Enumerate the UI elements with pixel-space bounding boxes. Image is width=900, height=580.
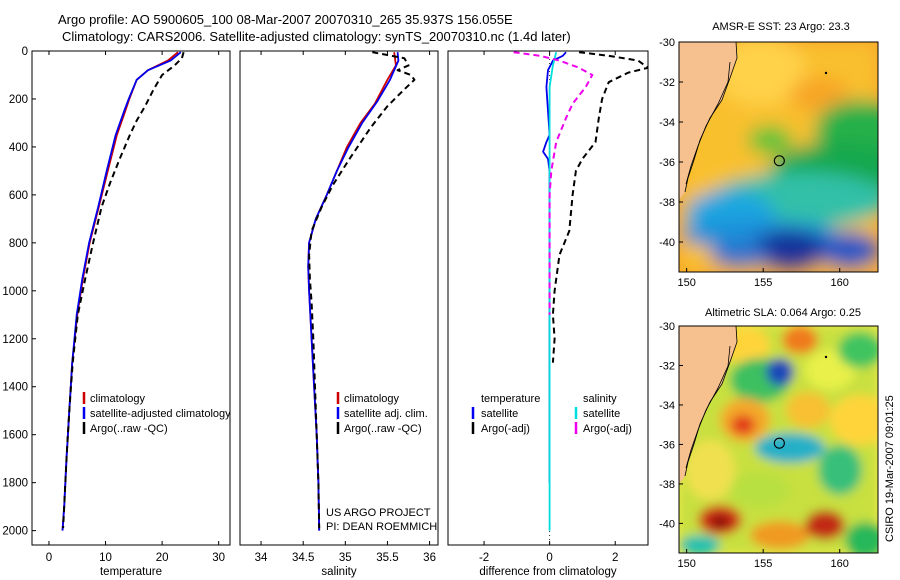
float-position-marker bbox=[773, 437, 785, 449]
difference-series bbox=[513, 51, 648, 531]
figure-title-line1: Argo profile: AO 5900605_100 08-Mar-2007… bbox=[58, 12, 513, 27]
temperature-xlabel: temperature bbox=[100, 566, 162, 578]
y-tick-label: 200 bbox=[9, 94, 28, 106]
project-credit: US ARGO PROJECT bbox=[326, 507, 431, 519]
x-tick-label: 35.5 bbox=[376, 552, 398, 564]
legend-label-argo: Argo(..raw -QC) bbox=[90, 423, 168, 435]
x-tick-label: 0 bbox=[46, 552, 52, 564]
x-tick-label: 30 bbox=[212, 552, 225, 564]
x-tick-label: 0 bbox=[546, 552, 552, 564]
legend-title-temperature: temperature bbox=[481, 393, 540, 405]
x-tick-label: 2 bbox=[612, 552, 618, 564]
y-tick-label: 1800 bbox=[2, 478, 28, 490]
temperature-panel: 0 200 400 600 800 1000 1200 1400 1600 1800 2000 0 1… bbox=[2, 46, 231, 578]
salinity-xlabel: salinity bbox=[321, 566, 356, 578]
y-tick-label: 1000 bbox=[2, 286, 28, 298]
x-tick-label: 34 bbox=[255, 552, 268, 564]
lon-tick-label: 155 bbox=[754, 277, 772, 289]
temperature-series bbox=[61, 51, 185, 531]
difference-axes-frame bbox=[447, 50, 649, 546]
salinity-panel: 34 34.5 35 35.5 36 salinity climatology sate… bbox=[239, 50, 439, 578]
sst-map-panel: AMSR-E SST: 23 Argo: 23.3 bbox=[659, 21, 879, 289]
sst-map-frame bbox=[678, 41, 879, 273]
legend-label-temp-satellite: satellite bbox=[481, 408, 518, 420]
lat-tick-label: -30 bbox=[659, 321, 675, 333]
lat-tick-label: -30 bbox=[659, 37, 675, 49]
lat-tick-label: -34 bbox=[659, 400, 675, 412]
legend-label-sal-satellite: satellite bbox=[583, 408, 620, 420]
x-tick-label: 35 bbox=[339, 552, 352, 564]
sla-map-axes: 150 155 160 -30 -32 -34 -36 -38 -40 bbox=[659, 321, 849, 570]
series-line-argo bbox=[62, 51, 185, 529]
y-tick-label: 1200 bbox=[2, 334, 28, 346]
lat-tick-label: -40 bbox=[659, 518, 675, 530]
series-line-climatology bbox=[307, 52, 397, 531]
series-line-temperature-satellite bbox=[542, 51, 567, 483]
x-tick-label: 10 bbox=[99, 552, 112, 564]
temperature-legend: climatology satellite-adjusted climatolo… bbox=[82, 392, 231, 435]
y-tick-label: 600 bbox=[9, 190, 28, 202]
y-tick-label: 0 bbox=[22, 46, 28, 58]
lon-tick-label: 150 bbox=[677, 558, 695, 570]
lon-tick-label: 160 bbox=[831, 277, 849, 289]
depth-axis: 0 200 400 600 800 1000 1200 1400 1600 1800 2000 bbox=[2, 46, 36, 538]
salinity-axes-frame bbox=[239, 50, 439, 546]
legend-label-temp-argo: Argo(-adj) bbox=[481, 423, 530, 435]
series-line-temperature-argo bbox=[551, 51, 648, 363]
pi-credit: PI: DEAN ROEMMICH bbox=[326, 521, 437, 533]
series-line-satellite bbox=[307, 52, 400, 531]
sla-map-frame bbox=[678, 325, 879, 554]
legend-label-sal-argo: Argo(-adj) bbox=[583, 423, 632, 435]
lat-tick-label: -34 bbox=[659, 117, 675, 129]
lat-tick-label: -32 bbox=[659, 360, 675, 372]
temperature-axes-frame bbox=[31, 50, 231, 546]
salinity-series bbox=[307, 51, 416, 531]
y-tick-label: 400 bbox=[9, 142, 28, 154]
sst-map-field bbox=[679, 42, 878, 272]
x-tick-label: 36 bbox=[423, 552, 436, 564]
sla-map-panel: Altimetric SLA: 0.064 Argo: 0.25 bbox=[659, 307, 879, 570]
lon-tick-label: 160 bbox=[831, 558, 849, 570]
lat-tick-label: -32 bbox=[659, 77, 675, 89]
legend-title-salinity: salinity bbox=[583, 393, 617, 405]
legend-label-satellite: satellite adj. clim. bbox=[344, 408, 428, 420]
legend-label-climatology: climatology bbox=[344, 393, 400, 405]
x-tick-label: 34.5 bbox=[292, 552, 314, 564]
legend-label-climatology: climatology bbox=[90, 393, 146, 405]
lat-tick-label: -36 bbox=[659, 157, 675, 169]
legend-label-satellite: satellite-adjusted climatology bbox=[90, 408, 231, 420]
difference-panel: -2 0 2 difference from climatology tempera… bbox=[447, 50, 649, 578]
y-tick-label: 1600 bbox=[2, 430, 28, 442]
sla-map-field bbox=[679, 326, 878, 553]
x-tick-label: 20 bbox=[156, 552, 169, 564]
lat-tick-label: -38 bbox=[659, 479, 675, 491]
lon-tick-label: 155 bbox=[754, 558, 772, 570]
salinity-legend: climatology satellite adj. clim. Argo(..… bbox=[336, 392, 428, 435]
float-position-marker bbox=[773, 155, 785, 167]
sst-map-title: AMSR-E SST: 23 Argo: 23.3 bbox=[712, 21, 850, 33]
temperature-x-axis: 0 10 20 30 bbox=[46, 51, 225, 564]
lat-tick-label: -38 bbox=[659, 197, 675, 209]
salinity-x-axis: 34 34.5 35 35.5 36 bbox=[255, 51, 436, 564]
x-tick-label: -2 bbox=[479, 552, 489, 564]
legend-label-argo: Argo(..raw -QC) bbox=[344, 423, 422, 435]
csiro-timestamp: CSIRO 19-Mar-2007 09:01:25 bbox=[884, 395, 896, 542]
series-line-salinity-argo bbox=[513, 51, 594, 315]
sst-map-axes: 150 155 160 -30 -32 -34 -36 -38 -40 bbox=[659, 37, 849, 289]
y-tick-label: 2000 bbox=[2, 526, 28, 538]
y-tick-label: 1400 bbox=[2, 382, 28, 394]
lat-tick-label: -36 bbox=[659, 439, 675, 451]
difference-xlabel: difference from climatology bbox=[479, 566, 616, 578]
lat-tick-label: -40 bbox=[659, 237, 675, 249]
sla-map-title: Altimetric SLA: 0.064 Argo: 0.25 bbox=[705, 307, 861, 319]
difference-legend: temperature satellite Argo(-adj) salinit… bbox=[471, 393, 632, 435]
lon-tick-label: 150 bbox=[677, 277, 695, 289]
figure-title-line2: Climatology: CARS2006. Satellite-adjuste… bbox=[62, 29, 571, 44]
y-tick-label: 800 bbox=[9, 238, 28, 250]
